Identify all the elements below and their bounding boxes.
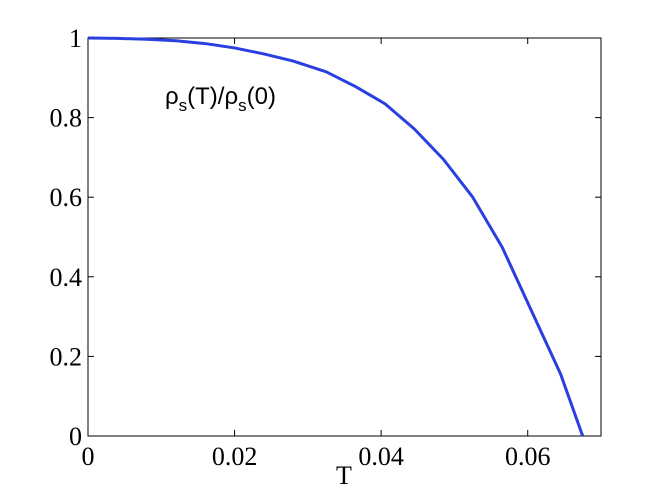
y-tick-label: 0.6: [50, 183, 83, 212]
y-tick-label: 0.8: [50, 104, 83, 133]
annotation-rho-2: ρ: [224, 83, 238, 110]
annotation-end: (0): [247, 83, 276, 110]
annotation-middle: (T)/: [187, 83, 225, 110]
x-tick-label: 0: [82, 442, 95, 471]
annotation-rho: ρ: [165, 83, 179, 110]
x-tick-label: 0.06: [505, 442, 551, 471]
x-tick-label: 0.02: [212, 442, 258, 471]
annotation-subscript: s: [179, 96, 188, 115]
x-tick-label: 0.04: [358, 442, 404, 471]
y-tick-label: 0: [69, 422, 82, 451]
y-tick-labels: 0 0.2 0.4 0.6 0.8 1: [50, 24, 83, 451]
y-tick-label: 1: [69, 24, 82, 53]
y-tick-label: 0.2: [50, 342, 83, 371]
annotation-subscript-2: s: [238, 96, 247, 115]
y-tick-label: 0.4: [50, 263, 83, 292]
x-axis-label: T: [336, 461, 352, 490]
x-tick-labels: 0 0.02 0.04 0.06: [82, 442, 551, 471]
